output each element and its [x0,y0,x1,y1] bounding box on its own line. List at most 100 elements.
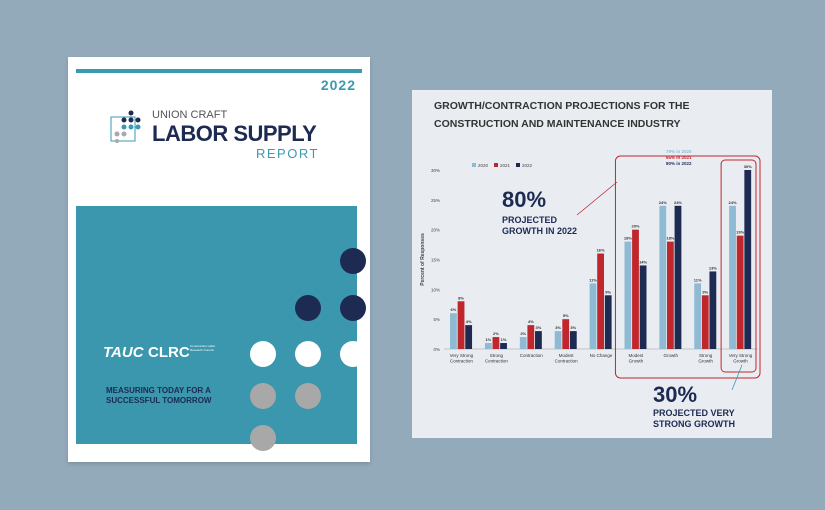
category-label: Modest Contraction [555,353,579,364]
cover-tagline-line2: SUCCESSFUL TOMORROW [106,396,212,405]
report-logo-icon [110,110,141,143]
bar [562,319,570,349]
growth-highlight-box [614,155,761,379]
cover-tagline-line1: MEASURING TODAY FOR A [106,386,211,395]
decor-dot [250,425,276,451]
decor-dot [295,295,321,321]
legend-swatch [516,163,520,167]
bar [519,337,527,349]
category-label: Very Strong Contraction [450,353,474,364]
box-note: 79% in 2020 [666,149,692,154]
bar [744,170,752,349]
box-note: 80% in 2022 [666,161,692,166]
bar-value-label: 4% [466,319,472,324]
growth-pointer [576,181,618,216]
cover-title-line1: UNION CRAFT [152,109,228,121]
cover-top-bar [76,69,362,73]
growth-projection-chart: GROWTH/CONTRACTION PROJECTIONS FOR THE C… [420,100,761,429]
y-axis-label: Percent of Responses [420,233,426,286]
bar [535,331,542,349]
category-label: Modest Growth [629,353,645,364]
bar [624,241,632,349]
bar-value-label: 9% [702,289,708,294]
decor-dot [340,248,366,274]
cover-year: 2022 [320,77,356,93]
bar-value-label: 30% [744,164,752,169]
bar-value-label: 3% [555,325,561,330]
report-cover: 2022 UNION CRAFT LABOR SUPPLY REPORT TAU… [68,57,370,462]
bar-value-label: 24% [659,200,667,205]
tauc-logo: TAUC [103,344,144,361]
category-label: Strong Growth [698,353,713,364]
bar [492,337,500,349]
bar [589,283,597,349]
y-tick-label: 15% [431,258,440,263]
bar-value-label: 13% [709,265,717,270]
bar-value-label: 24% [729,200,737,205]
bar [632,229,639,349]
decor-dot [250,383,276,409]
strong-growth-percent: 30% [653,382,697,407]
y-tick-label: 20% [431,228,440,233]
bar [527,325,535,349]
decor-dot [295,341,321,367]
legend-swatch [472,163,476,167]
bar [659,205,667,349]
bar-value-label: 19% [736,230,744,235]
very-strong-highlight-box [720,159,757,373]
growth-caption: GROWTH IN 2022 [502,226,577,236]
y-tick-label: 30% [431,168,440,173]
y-tick-label: 25% [431,198,440,203]
legend-label: 2021 [500,163,511,168]
legend-swatch [494,163,498,167]
bar [465,325,473,349]
box-note: 65% in 2021 [666,155,692,160]
chart-title-line2: CONSTRUCTION AND MAINTENANCE INDUSTRY [434,118,681,130]
bar-value-label: 18% [624,236,632,241]
category-label: Very Strong Growth [729,353,753,364]
bar [604,295,612,349]
bar [484,343,492,349]
bar [729,205,736,349]
y-tick-label: 10% [431,287,440,292]
decor-dot [340,295,366,321]
category-label: No Change [590,353,613,358]
category-label: Growth [664,353,679,358]
bar-value-label: 24% [674,200,682,205]
legend-label: 2020 [478,163,489,168]
chart-legend: 2020 2021 2022 [472,163,533,168]
decor-dot [295,383,321,409]
bar-value-label: 18% [666,236,674,241]
bar-value-label: 14% [639,259,647,264]
decor-dot [250,341,276,367]
bar-value-label: 8% [458,295,464,300]
bar-value-label: 2% [520,331,526,336]
growth-caption: PROJECTED [502,215,558,225]
strong-growth-caption: STRONG GROWTH [653,419,735,429]
bar-value-label: 4% [528,319,534,324]
cover-title-line2: LABOR SUPPLY [152,121,317,146]
clrc-logo-subtitle: Construction Labor Research Council [190,344,216,352]
chart-title: GROWTH/CONTRACTION PROJECTIONS FOR THE C… [434,100,690,130]
bar-series [450,170,752,349]
strong-growth-pointer [731,364,743,391]
bar [736,235,744,349]
bar [457,301,465,349]
decor-dot [340,341,366,367]
bar [666,241,674,349]
bar [554,331,562,349]
bar-value-label: 2% [493,331,499,336]
bar-value-label: 3% [536,325,542,330]
bar [674,205,682,349]
bar [694,283,702,349]
bar-value-label: 16% [597,248,605,253]
cover-tagline: MEASURING TODAY FOR A SUCCESSFUL TOMORRO… [106,386,211,406]
bar-value-label: 3% [570,325,576,330]
bar-value-label: 9% [605,289,611,294]
bar-value-label: 6% [451,307,457,312]
category-label: Contraction [520,353,544,358]
bar [597,253,604,349]
category-labels: Very Strong Contraction Strong Contraction C… [450,353,753,364]
bar-value-label: 1% [501,337,507,342]
